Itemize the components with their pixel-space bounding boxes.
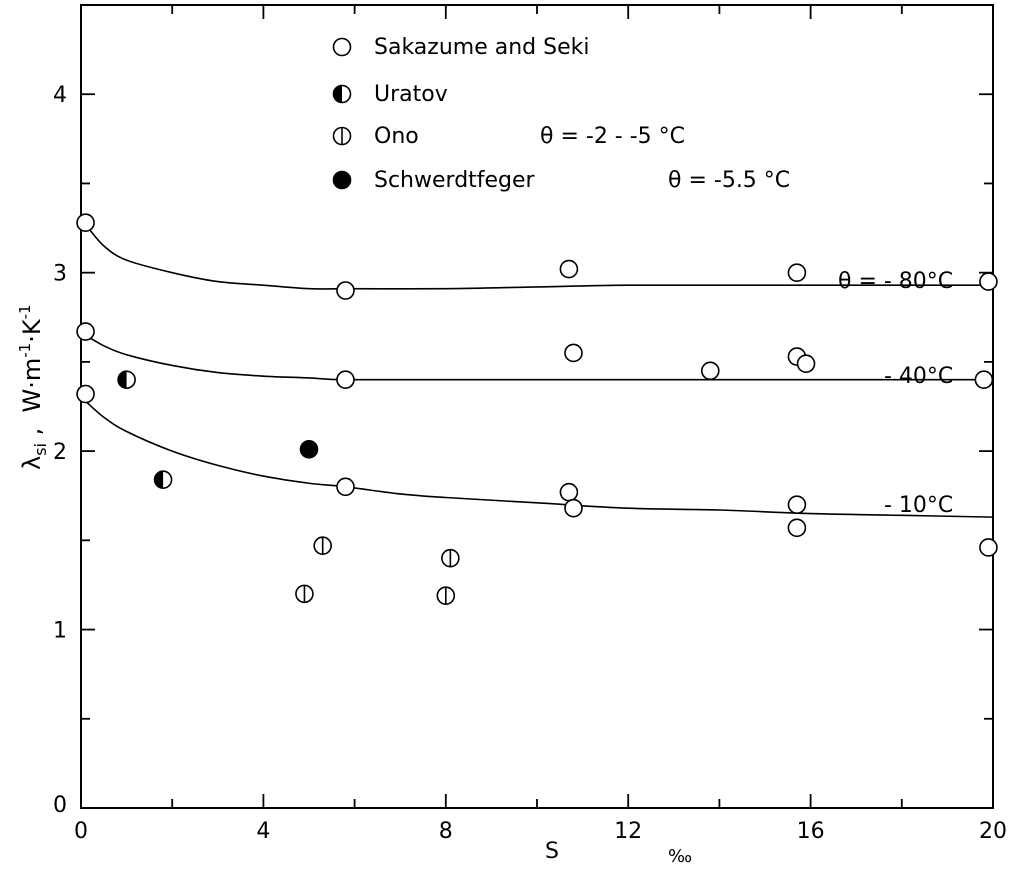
data-point [295,584,314,604]
legend-condition: θ = -2 - -5 °C [540,124,685,149]
data-point [336,477,355,497]
data-point [441,548,460,568]
legend-marker [332,37,352,57]
data-point [979,538,998,557]
data-point [117,370,136,390]
legend: Sakazume and Seki Uratov Ono θ = -2 - -5 °C… [332,35,790,193]
x-axis-label: S [545,839,559,864]
x-axis-unit: ‰ [668,846,692,867]
y-origin-label: 0 [53,793,67,818]
data-point [796,354,816,373]
curve-label: - 10°C [884,493,953,518]
data-point [787,263,807,282]
data-point [559,259,579,279]
legend-marker [332,170,352,190]
y-tick-label: 1 [53,619,67,644]
curve-line [85,334,993,381]
data-point [559,482,579,502]
data-point [436,586,456,605]
x-tick-label: 12 [614,819,642,844]
data-point [787,495,807,514]
data-point [787,518,807,538]
data-points [76,213,998,605]
legend-label: Ono [374,124,419,149]
x-tick-label: 16 [797,819,825,844]
data-point [974,370,994,390]
data-point [299,440,319,459]
x-tick-label: 4 [256,819,270,844]
data-point [313,536,332,555]
curve-label: - 40°C [884,364,953,389]
data-point [700,361,720,381]
curve-label: θ = - 80°C [838,269,953,294]
curve-line [85,400,994,518]
x-tick-label: 8 [439,819,453,844]
axis-ticks [81,5,993,808]
legend-label: Sakazume and Seki [374,35,589,60]
legend-label: Uratov [374,82,448,107]
legend-marker [332,126,352,146]
data-point [76,213,95,233]
plot-frame [80,4,994,809]
y-tick-label: 4 [53,83,67,108]
y-tick-label: 2 [53,440,67,465]
data-point [979,272,998,291]
data-point [336,281,355,300]
legend-condition: θ = -5.5 °C [668,168,790,193]
data-point [564,343,583,363]
data-point [153,470,173,489]
fitted-curves: θ = - 80°C - 40°C - 10°C [84,223,994,518]
y-tick-label: 3 [53,262,67,287]
data-point [76,384,95,404]
data-point [76,322,95,341]
plot-border [80,4,994,809]
legend-marker [332,84,352,104]
data-point [564,498,583,518]
x-tick-label: 0 [74,819,88,844]
y-axis-label: λsi , W·m-1·K-1 [16,304,50,470]
x-tick-label: 20 [979,819,1007,844]
data-point [336,370,355,390]
legend-label: Schwerdtfeger [374,168,536,193]
